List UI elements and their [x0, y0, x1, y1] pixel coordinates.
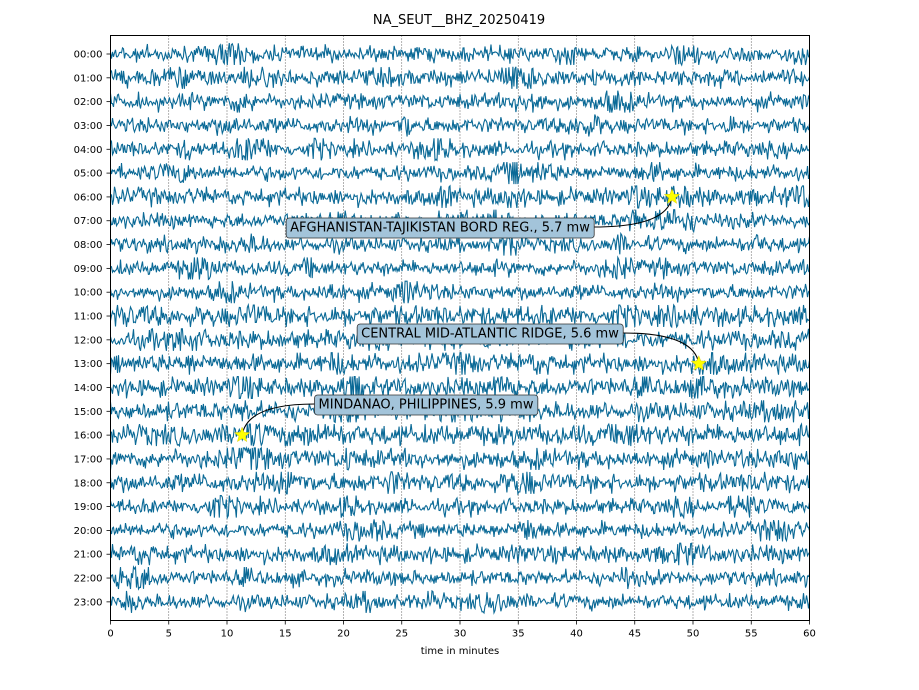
y-tick-label: 00:00 — [74, 50, 103, 61]
y-tick-label: 20:00 — [74, 526, 103, 537]
x-tick-label: 0 — [107, 629, 113, 640]
trace-row-0000 — [109, 42, 810, 67]
event-connector — [594, 196, 673, 228]
x-tick-label: 25 — [395, 629, 408, 640]
y-tick-label: 07:00 — [74, 216, 103, 227]
event-label-box — [356, 323, 624, 345]
trace-row-0400 — [110, 137, 810, 162]
trace-row-0900 — [110, 255, 810, 281]
chart-title: NA_SEUT__BHZ_20250419 — [373, 13, 545, 28]
trace-row-2200 — [109, 565, 810, 591]
trace-row-2300 — [109, 589, 811, 615]
trace-row-0300 — [109, 114, 811, 137]
y-tick-label: 01:00 — [74, 73, 103, 84]
event-annotations: AFGHANISTAN-TAJIKISTAN BORD REG., 5.7 mw… — [233, 188, 707, 443]
x-tick-label: 45 — [628, 629, 641, 640]
event-star-marker — [233, 426, 251, 443]
event-label: CENTRAL MID-ATLANTIC RIDGE, 5.6 mw — [361, 327, 619, 342]
event-label: AFGHANISTAN-TAJIKISTAN BORD REG., 5.7 mw — [290, 221, 590, 236]
y-tick-label: 04:00 — [74, 145, 103, 156]
x-tick-label: 20 — [337, 629, 350, 640]
trace-row-0200 — [109, 90, 811, 113]
event-label-box — [285, 217, 595, 239]
trace-row-1800 — [109, 471, 811, 496]
y-tick-label: 05:00 — [74, 169, 103, 180]
y-tick-label: 14:00 — [74, 383, 103, 394]
trace-row-0500 — [109, 161, 811, 185]
trace-row-0800 — [109, 231, 811, 256]
trace-row-1600 — [110, 422, 811, 448]
y-tick-label: 10:00 — [74, 288, 103, 299]
trace-row-1900 — [109, 495, 811, 520]
y-tick-label: 16:00 — [74, 431, 103, 442]
x-tick-label: 10 — [221, 629, 234, 640]
y-tick-label: 06:00 — [74, 192, 103, 203]
x-tick-label: 55 — [745, 629, 758, 640]
trace-row-0600 — [109, 184, 811, 209]
x-axis-ticks: 0 5 10 15 20 25 30 35 40 45 50 55 60 — [107, 620, 816, 640]
y-tick-label: 18:00 — [74, 478, 103, 489]
trace-row-1700 — [109, 446, 811, 471]
y-tick-label: 22:00 — [74, 574, 103, 585]
trace-row-0100 — [110, 66, 811, 90]
y-tick-label: 03:00 — [74, 121, 103, 132]
event-annotation: CENTRAL MID-ATLANTIC RIDGE, 5.6 mw — [356, 323, 707, 371]
y-tick-label: 21:00 — [74, 550, 103, 561]
y-tick-label: 15:00 — [74, 407, 103, 418]
y-tick-label: 02:00 — [74, 97, 103, 108]
event-connector — [623, 332, 700, 364]
y-tick-label: 09:00 — [74, 264, 103, 275]
trace-row-2000 — [109, 519, 811, 543]
event-star-marker — [690, 355, 707, 371]
trace-row-1200 — [109, 328, 811, 351]
x-tick-label: 60 — [803, 629, 816, 640]
trace-row-1300 — [109, 352, 811, 376]
y-axis-ticks: 00:00 01:00 02:00 03:00 04:00 05:00 06:00 07:00… — [74, 50, 111, 608]
trace-row-1400 — [109, 375, 810, 401]
x-tick-label: 35 — [512, 629, 525, 640]
y-tick-label: 08:00 — [74, 240, 103, 251]
y-tick-label: 23:00 — [74, 597, 103, 608]
x-tick-label: 30 — [454, 629, 467, 640]
y-tick-label: 12:00 — [74, 335, 103, 346]
x-tick-label: 15 — [279, 629, 292, 640]
x-tick-label: 40 — [570, 629, 583, 640]
event-annotation: MINDANAO, PHILIPPINES, 5.9 mw — [233, 394, 539, 443]
event-label: MINDANAO, PHILIPPINES, 5.9 mw — [319, 398, 534, 413]
trace-row-2100 — [109, 542, 810, 566]
trace-row-1100 — [109, 302, 810, 329]
event-star-marker — [663, 188, 681, 204]
event-annotation: AFGHANISTAN-TAJIKISTAN BORD REG., 5.7 mw — [285, 188, 681, 239]
y-tick-label: 13:00 — [74, 359, 103, 370]
x-tick-label: 5 — [166, 629, 172, 640]
event-connector — [241, 403, 315, 436]
trace-row-1000 — [109, 280, 810, 304]
y-tick-label: 11:00 — [74, 312, 103, 323]
x-axis-label: time in minutes — [421, 646, 500, 657]
y-tick-label: 17:00 — [74, 454, 103, 465]
event-label-box — [314, 394, 539, 416]
y-tick-label: 19:00 — [74, 502, 103, 513]
x-tick-label: 50 — [687, 629, 700, 640]
